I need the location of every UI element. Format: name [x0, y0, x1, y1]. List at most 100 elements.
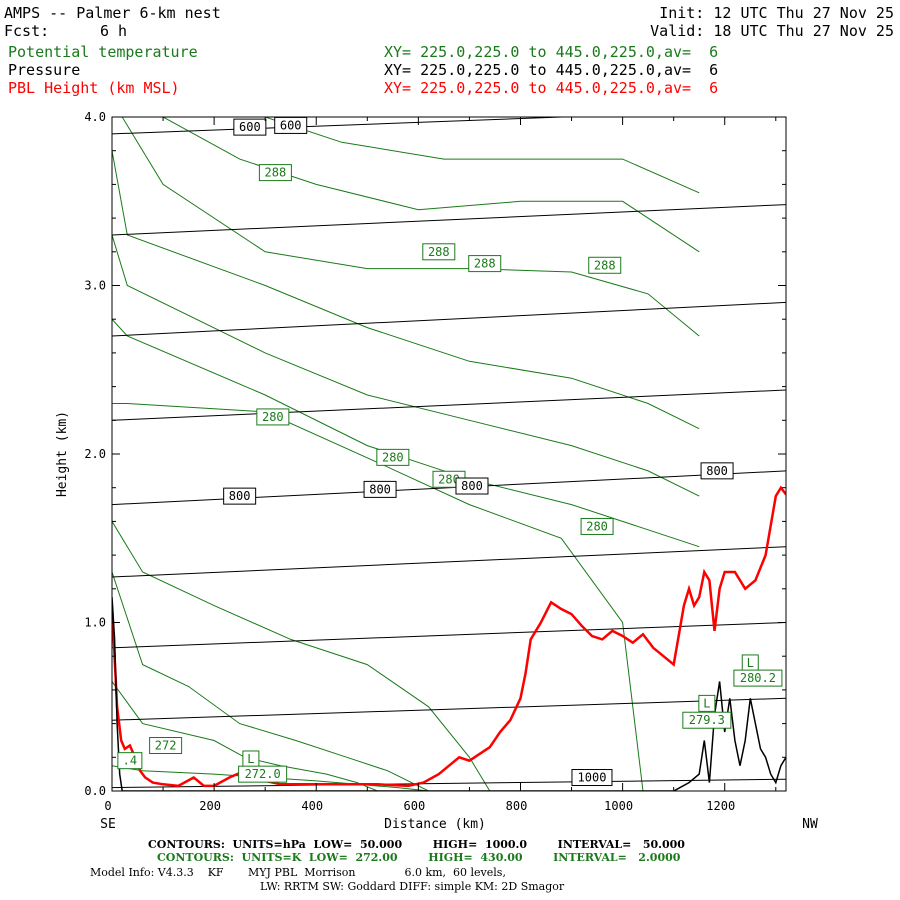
theta-contour-284 [112, 234, 700, 497]
contour-label-box [733, 669, 783, 687]
theta-contour-290 [162, 117, 700, 253]
x-tick-label: 1000 [604, 799, 633, 813]
contour-label-text: 272 [155, 739, 177, 753]
pressure-contour-1000 [112, 778, 786, 789]
contour-label-15: 272 [149, 737, 183, 755]
pressure-contour-750 [112, 389, 786, 421]
y-tick-label: 3.0 [84, 279, 106, 293]
contour-label-box [468, 255, 502, 273]
pressure-contour-600 [112, 117, 576, 135]
y-axis-label: Height (km) [55, 411, 70, 497]
contour-label-text: .4 [123, 754, 137, 768]
y-tick-label: 4.0 [84, 110, 106, 124]
contour-label-text: 1000 [578, 771, 607, 785]
theta-contour-288 [121, 117, 700, 337]
contour-label-1: 600 [274, 116, 308, 134]
theta-contour-272 [112, 765, 429, 791]
contour-label-text: 800 [229, 489, 251, 503]
contour-label-box [258, 164, 292, 182]
x-tick-label: 200 [199, 799, 221, 813]
contour-label-box [700, 462, 734, 480]
nw-end-label: NW [802, 817, 818, 832]
contour-label-text: 280 [438, 472, 460, 486]
footer-model-info: Model Info: V4.3.3 KF MYJ PBL Morrison 6… [90, 866, 506, 879]
contour-label-text: 600 [239, 120, 261, 134]
x-tick-label: 0 [104, 799, 111, 813]
contour-label-box [580, 517, 614, 535]
contour-label-text: 288 [474, 257, 496, 271]
contour-label-text: 280 [586, 519, 608, 533]
contour-label-text: L [747, 656, 754, 670]
contour-label-17: L [242, 750, 260, 768]
pbl-height-line [112, 485, 786, 788]
contour-label-20: 279.3 [682, 711, 732, 729]
contour-label-text: 280.2 [740, 671, 776, 685]
contour-label-11: 800 [363, 480, 397, 498]
legend-theta-xy: XY= 225.0,225.0 to 445.0,225.0,av= 6 [384, 43, 719, 61]
footer-pressure-contours: CONTOURS: UNITS=hPa LOW= 50.000 HIGH= 10… [148, 838, 685, 851]
contour-label-13: 800 [700, 462, 734, 480]
contour-label-text: 288 [265, 166, 287, 180]
forecast-label: Fcst: [4, 22, 50, 40]
forecast-value: 6 h [100, 22, 128, 40]
contour-label-2: 288 [258, 164, 292, 182]
x-axis-label: Distance (km) [384, 817, 486, 832]
theta-contour-280 [112, 403, 644, 791]
contour-label-box [233, 118, 267, 136]
contour-label-box [363, 480, 397, 498]
contour-label-box [149, 737, 183, 755]
contour-label-14: 1000 [571, 769, 613, 787]
contour-label-12: 800 [455, 477, 489, 495]
x-tick-label: 600 [404, 799, 426, 813]
pressure-contour-700 [112, 301, 786, 337]
contour-label-10: 800 [223, 487, 257, 505]
pressure-contour-650 [112, 204, 786, 236]
contour-label-box [455, 477, 489, 495]
contour-label-8: 280 [432, 470, 466, 488]
contour-label-3: 288 [422, 243, 456, 261]
plot-frame [111, 116, 787, 792]
contour-label-0: 600 [233, 118, 267, 136]
contour-label-5: 288 [588, 256, 622, 274]
contour-label-box [256, 408, 290, 426]
legend-pressure-xy: XY= 225.0,225.0 to 445.0,225.0,av= 6 [384, 61, 719, 79]
contour-label-text: 800 [706, 464, 728, 478]
contour-label-box [238, 765, 288, 783]
contour-label-9: 280 [580, 517, 614, 535]
theta-contour-292 [265, 117, 700, 194]
contour-label-22: 280.2 [733, 669, 783, 687]
contour-label-box [698, 694, 716, 712]
footer-physics: LW: RRTM SW: Goddard DIFF: simple KM: 2D… [260, 880, 565, 893]
valid-time: Valid: 18 UTC Thu 27 Nov 25 [650, 22, 894, 40]
contour-label-text: 800 [369, 482, 391, 496]
init-time: Init: 12 UTC Thu 27 Nov 25 [659, 4, 894, 22]
contour-label-text: 279.3 [689, 713, 725, 727]
pressure-contour-850 [112, 546, 786, 578]
x-tick-label: 400 [301, 799, 323, 813]
contour-label-box [117, 752, 143, 770]
theta-contour-274 [112, 681, 378, 791]
contour-label-box [571, 769, 613, 787]
contour-label-text: 288 [594, 258, 616, 272]
contour-label-4: 288 [468, 255, 502, 273]
theta-contour-286 [112, 150, 700, 430]
contour-label-18: 272.0 [238, 765, 288, 783]
contour-label-box [682, 711, 732, 729]
legend-pressure-name: Pressure [8, 61, 81, 79]
legend-pbl-xy: XY= 225.0,225.0 to 445.0,225.0,av= 6 [384, 79, 719, 97]
contour-label-16: .4 [117, 752, 143, 770]
contour-label-text: 272.0 [245, 767, 281, 781]
contour-label-19: L [698, 694, 716, 712]
y-tick-label: 0.0 [84, 784, 106, 798]
theta-contour-276 [112, 571, 429, 791]
contour-label-box [223, 487, 257, 505]
contour-label-text: 280 [382, 450, 404, 464]
contour-label-text: L [703, 696, 710, 710]
y-tick-label: 2.0 [84, 447, 106, 461]
contour-label-text: 800 [461, 479, 483, 493]
contour-label-text: 280 [262, 410, 284, 424]
contour-label-6: 280 [256, 408, 290, 426]
se-end-label: SE [100, 817, 116, 832]
footer-theta-contours: CONTOURS: UNITS=K LOW= 272.00 HIGH= 430.… [157, 851, 681, 864]
